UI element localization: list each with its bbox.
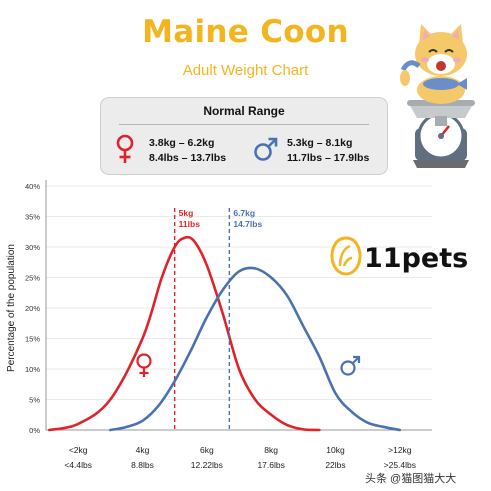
y-tick-label: 0%: [29, 426, 40, 435]
x-tick-label-kg: 10kg: [326, 445, 345, 455]
male-curve-symbol-icon: [340, 355, 361, 376]
male-distribution-line: [109, 266, 402, 432]
brand-logo: 11pets: [330, 236, 468, 276]
cat-on-scale-illustration: [400, 24, 475, 168]
y-tick-label: 20%: [25, 304, 40, 313]
y-tick-label: 35%: [25, 213, 40, 222]
male-marker-label: 6.7kg: [233, 208, 255, 218]
x-tick-label-lbs: 17.6lbs: [257, 460, 284, 470]
x-tick-label-kg: 8kg: [264, 445, 278, 455]
y-tick-label: 40%: [25, 182, 40, 191]
female-distribution-line: [47, 235, 321, 432]
x-tick-label-lbs: >25.4lbs: [384, 460, 416, 470]
male-marker-label: 14.7lbs: [233, 219, 262, 229]
female-range-lbs: 8.4lbs – 13.7lbs: [149, 152, 227, 164]
x-tick-label-lbs: 22lbs: [325, 460, 345, 470]
y-tick-label: 5%: [29, 396, 40, 405]
logo-cat-icon: [330, 236, 362, 276]
normal-range-box: Normal Range 3.8kg – 6.2kg 8.4lbs – 13.7…: [100, 97, 388, 175]
normal-range-heading: Normal Range: [203, 104, 285, 118]
chart-title: Maine Coon: [142, 14, 349, 50]
female-symbol-icon: [116, 134, 134, 163]
y-tick-label: 25%: [25, 274, 40, 283]
x-tick-label-lbs: 8.8lbs: [131, 460, 154, 470]
female-range-kg: 3.8kg – 6.2kg: [149, 137, 215, 149]
y-axis-title: Percentage of the population: [6, 244, 17, 372]
female-marker-label: 5kg: [179, 208, 194, 218]
male-range-lbs: 11.7lbs – 17.9lbs: [287, 152, 370, 164]
y-tick-label: 10%: [25, 365, 40, 374]
male-symbol-icon: [254, 137, 278, 161]
female-curve-symbol-icon: [136, 353, 152, 377]
x-tick-label-kg: 6kg: [200, 445, 214, 455]
range-divider: [119, 124, 369, 125]
x-tick-label-kg: <2kg: [69, 445, 88, 455]
chart-subtitle: Adult Weight Chart: [182, 62, 309, 79]
logo-text: 11pets: [364, 243, 468, 274]
x-tick-label-kg: 4kg: [136, 445, 150, 455]
x-tick-label-kg: >12kg: [388, 445, 412, 455]
watermark: 头条 @猫图猫大大: [365, 473, 457, 485]
x-tick-label-lbs: <4.4lbs: [64, 460, 92, 470]
female-marker-label: 11lbs: [179, 219, 201, 229]
y-tick-label: 15%: [25, 335, 40, 344]
y-tick-label: 30%: [25, 243, 40, 252]
male-range-kg: 5.3kg – 8.1kg: [287, 137, 353, 149]
x-tick-label-lbs: 12.22lbs: [191, 460, 223, 470]
